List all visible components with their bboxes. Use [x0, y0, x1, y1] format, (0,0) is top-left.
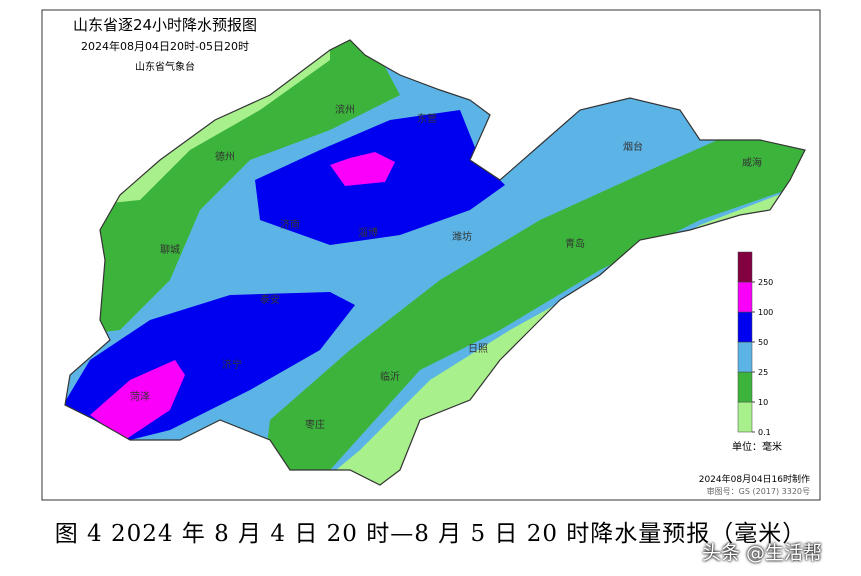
city-label: 淄博: [358, 226, 378, 239]
zone-10-25: [260, 120, 805, 485]
map-figure: 山东省逐24小时降水预报图 2024年08月04日20时-05日20时 山东省气…: [41, 9, 821, 501]
legend-swatch: [737, 251, 753, 283]
city-label: 济宁: [222, 358, 242, 371]
city-label: 滨州: [335, 103, 355, 116]
legend-label: 100: [758, 308, 773, 317]
zone-100-250: [330, 152, 395, 186]
city-label: 泰安: [260, 293, 280, 306]
city-label: 菏泽: [130, 391, 150, 403]
map-issuer: 山东省气象台: [135, 60, 195, 73]
city-label: 东营: [417, 112, 437, 125]
legend: 0.1 10 25 50 100 250 单位：毫米: [732, 251, 782, 453]
legend-swatch: [737, 341, 753, 373]
city-label: 济南: [280, 218, 300, 231]
city-label: 青岛: [565, 237, 585, 250]
legend-label: 50: [758, 338, 768, 347]
legend-label: 25: [758, 368, 768, 377]
legend-label: 0.1: [758, 428, 771, 437]
city-label: 临沂: [380, 370, 400, 383]
city-label: 聊城: [160, 243, 180, 256]
made-time: 2024年08月04日16时制作: [699, 473, 810, 485]
province-outline: [64, 39, 806, 486]
legend-swatch: [737, 281, 753, 313]
legend-label: 10: [758, 398, 768, 407]
city-label: 烟台: [623, 140, 643, 153]
city-label: 枣庄: [305, 418, 325, 431]
legend-swatch: [737, 371, 753, 403]
map-period: 2024年08月04日20时-05日20时: [81, 39, 249, 53]
city-label: 潍坊: [452, 230, 472, 243]
legend-swatch: [737, 311, 753, 343]
city-label: 威海: [742, 156, 762, 169]
legend-label: 250: [758, 278, 773, 287]
map-title: 山东省逐24小时降水预报图: [73, 16, 257, 34]
legend-swatch: [737, 401, 753, 433]
zone-100-250: [90, 360, 185, 440]
city-label: 德州: [215, 150, 235, 163]
approval-number: 审图号：GS (2017) 3320号: [707, 486, 810, 496]
legend-unit: 单位：毫米: [732, 440, 782, 453]
city-label: 日照: [468, 343, 488, 355]
figure-caption: 图 4 2024 年 8 月 4 日 20 时—8 月 5 日 20 时降水量预…: [54, 521, 807, 547]
watermark: 头条 @生活帮: [702, 542, 823, 564]
